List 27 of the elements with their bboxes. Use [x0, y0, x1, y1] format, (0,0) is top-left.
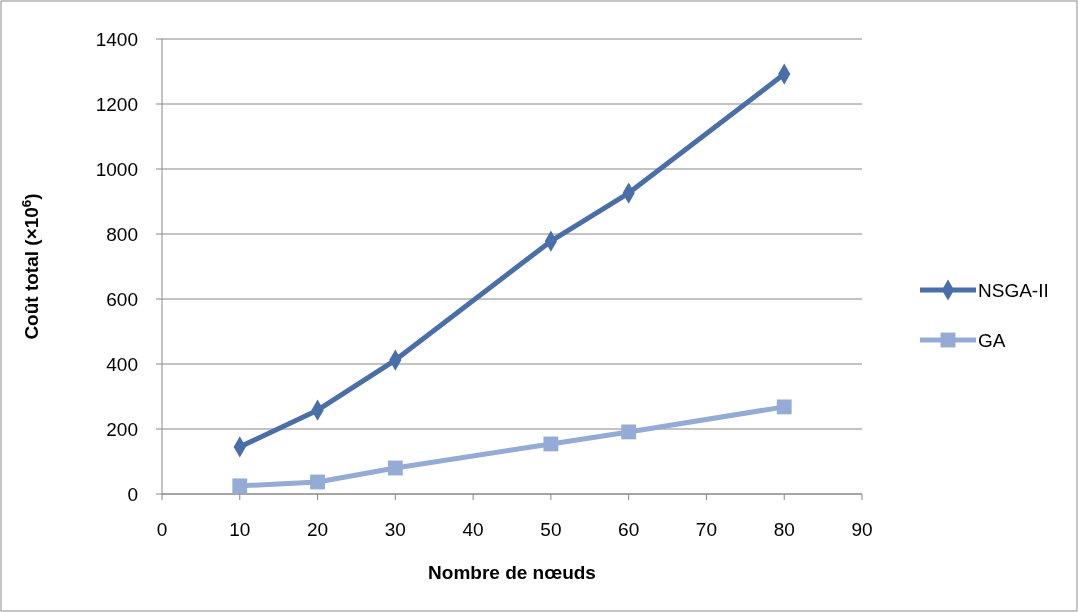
point: [232, 478, 248, 494]
point: [310, 474, 325, 490]
x-tick-label: 90: [851, 519, 873, 540]
x-axis-title: Nombre de nœuds: [428, 562, 596, 583]
y-tick-label: 1200: [95, 94, 138, 115]
legend-label: NSGA-II: [978, 280, 1049, 301]
point: [621, 424, 637, 440]
x-tick-label: 20: [306, 519, 329, 540]
x-tick-label: 60: [618, 519, 640, 540]
y-tick-label: 1400: [95, 29, 138, 50]
x-tick-label: 40: [462, 519, 484, 540]
point: [776, 399, 792, 415]
x-tick-label: 70: [695, 519, 718, 540]
y-tick-label: 400: [106, 354, 138, 375]
y-tick-label: 0: [127, 484, 138, 505]
y-tick-label: 1000: [95, 159, 138, 180]
x-tick-label: 50: [540, 519, 562, 540]
y-tick-label: 200: [106, 419, 138, 440]
y-tick-label: 600: [106, 289, 138, 310]
x-tick-label: 10: [229, 519, 251, 540]
x-tick-label: 80: [773, 519, 795, 540]
point: [387, 460, 403, 476]
x-tick-label: 30: [384, 519, 406, 540]
legend-label: GA: [978, 330, 1006, 351]
point: [543, 436, 559, 452]
y-tick-label: 800: [106, 224, 138, 245]
x-tick-label: 0: [156, 519, 168, 540]
